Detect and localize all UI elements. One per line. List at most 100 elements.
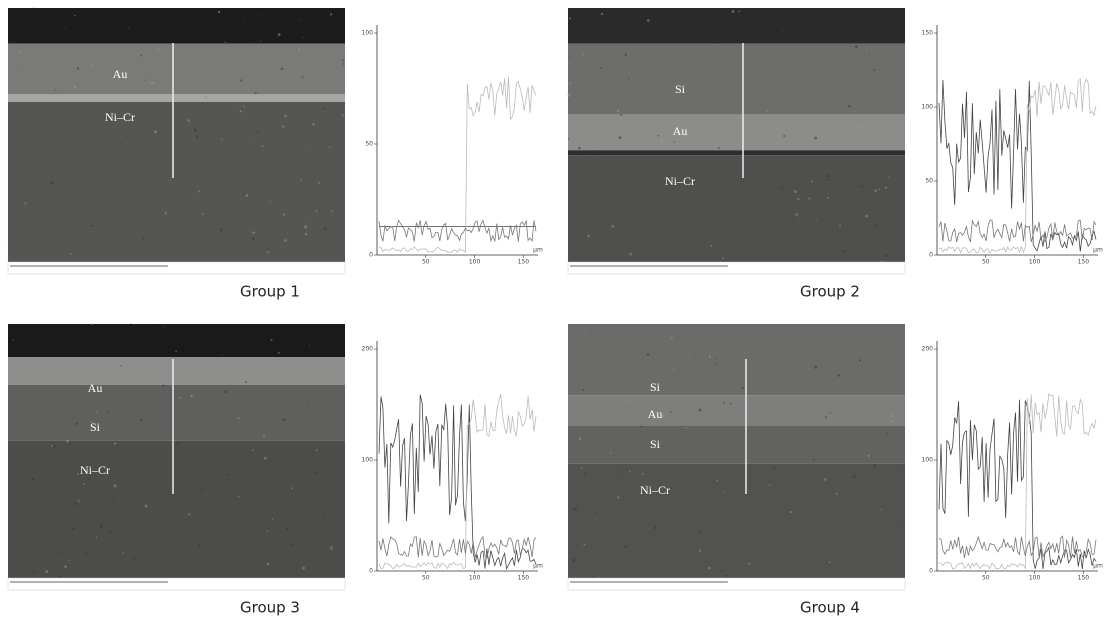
sem-speck	[816, 219, 817, 220]
sem-speck	[600, 67, 602, 69]
scale-bar-strip	[568, 578, 905, 590]
sem-speck	[301, 76, 303, 78]
sem-speck	[304, 225, 307, 228]
sem-speck	[595, 519, 596, 520]
layer-label: Si	[650, 380, 661, 394]
sem-speck	[261, 14, 262, 15]
sem-speck	[77, 473, 79, 475]
sem-speck	[175, 350, 177, 352]
sem-speck	[738, 11, 740, 13]
sem-speck	[261, 40, 262, 41]
sem-speck	[312, 123, 315, 126]
sem-speck	[316, 449, 318, 451]
sem-speck	[298, 48, 301, 51]
sem-speck	[716, 479, 718, 481]
x-tick-label: 150	[1078, 259, 1090, 266]
sem-speck	[716, 358, 717, 359]
sem-speck	[201, 489, 203, 491]
sem-speck	[252, 237, 255, 240]
sem-layer	[8, 385, 345, 441]
sem-speck	[734, 17, 735, 18]
sem-speck	[867, 455, 870, 458]
sem-speck	[865, 193, 866, 194]
sem-speck	[218, 11, 220, 13]
sem-speck	[827, 179, 829, 181]
sem-speck	[51, 181, 54, 184]
sem-speck	[190, 395, 193, 398]
sem-speck	[188, 513, 190, 515]
sem-speck	[267, 251, 269, 253]
sem-speck	[853, 475, 856, 478]
sem-speck	[300, 18, 302, 20]
sem-speck	[25, 202, 27, 204]
sem-speck	[873, 69, 875, 71]
sem-speck	[221, 138, 223, 140]
sem-speck	[20, 478, 21, 479]
sem-speck	[710, 245, 712, 247]
layer-label: Au	[673, 124, 688, 138]
sem-speck	[579, 114, 580, 115]
sem-speck	[198, 190, 200, 192]
sem-speck	[272, 519, 273, 520]
sem-speck	[13, 339, 14, 340]
sem-speck	[252, 231, 255, 234]
layer-label: Ni–Cr	[640, 483, 670, 497]
sem-speck	[593, 576, 595, 578]
sem-speck	[305, 67, 306, 68]
sem-speck	[620, 114, 622, 116]
sem-speck	[329, 146, 331, 148]
sem-speck	[869, 54, 870, 55]
sem-speck	[162, 84, 163, 85]
sem-speck	[71, 253, 73, 255]
sem-speck	[896, 441, 897, 442]
sem-speck	[322, 514, 324, 516]
sem-speck	[708, 567, 711, 570]
y-tick-label: 0	[929, 568, 933, 575]
sem-speck	[330, 13, 332, 15]
sem-speck	[126, 476, 127, 477]
sem-speck	[811, 181, 813, 183]
sem-speck	[122, 552, 124, 554]
sem-speck	[291, 544, 294, 547]
sem-speck	[809, 528, 810, 529]
sem-speck	[583, 544, 585, 546]
sem-speck	[109, 530, 112, 533]
sem-speck	[861, 120, 862, 121]
sem-speck	[858, 516, 859, 517]
sem-speck	[624, 545, 627, 548]
x-unit: µm	[1093, 563, 1103, 570]
sem-speck	[224, 390, 227, 393]
sem-layer	[568, 155, 905, 262]
sem-speck	[114, 484, 117, 487]
sem-speck	[624, 54, 627, 57]
sem-speck	[140, 55, 142, 57]
sem-speck	[306, 149, 307, 150]
sem-speck	[154, 327, 156, 329]
sem-speck	[35, 398, 36, 399]
sem-speck	[343, 63, 345, 65]
y-tick-label: 200	[922, 346, 934, 353]
sem-speck	[617, 105, 618, 106]
sem-speck	[615, 224, 616, 225]
sem-speck	[331, 210, 333, 212]
caption: Group 1	[240, 283, 300, 301]
y-tick-label: 0	[369, 252, 373, 259]
sem-speck	[179, 397, 181, 399]
x-tick-label: 50	[422, 259, 430, 266]
sem-speck	[76, 422, 78, 424]
sem-speck	[130, 323, 131, 324]
sem-speck	[147, 31, 148, 32]
sem-speck	[250, 366, 251, 367]
sem-speck	[848, 105, 851, 108]
sem-speck	[901, 519, 903, 521]
sem-speck	[878, 188, 880, 190]
sem-speck	[23, 163, 24, 164]
sem-speck	[570, 555, 571, 556]
sem-speck	[723, 402, 725, 404]
sem-speck	[867, 456, 868, 457]
sem-speck	[68, 560, 69, 561]
sem-speck	[601, 13, 603, 15]
y-tick-label: 100	[362, 30, 374, 37]
sem-speck	[805, 496, 806, 497]
sem-speck	[583, 515, 584, 516]
